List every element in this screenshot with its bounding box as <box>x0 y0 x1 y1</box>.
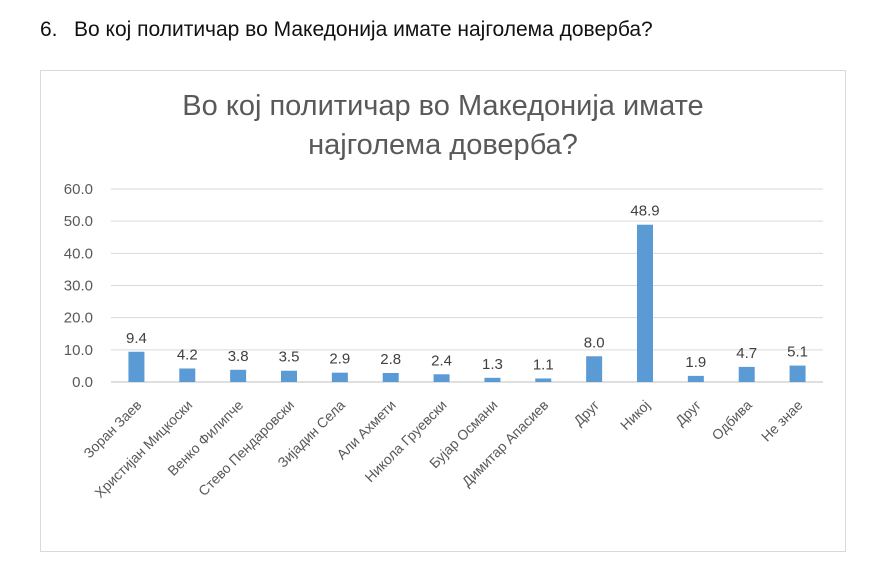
x-tick-label: Друг <box>672 397 704 429</box>
question-heading: 6. Во кој политичар во Македонија имате н… <box>40 18 653 42</box>
question-number: 6. <box>40 18 58 41</box>
bar <box>179 368 196 382</box>
bar <box>382 372 399 382</box>
data-label: 2.9 <box>329 351 350 368</box>
bar <box>637 224 653 382</box>
y-tick-label: 30.0 <box>64 278 93 295</box>
x-tick-label: Димитар Апасиев <box>459 397 552 490</box>
data-label: 1.3 <box>482 356 503 373</box>
y-tick-label: 10.0 <box>64 342 93 359</box>
y-tick-label: 60.0 <box>64 181 93 198</box>
data-label: 9.4 <box>126 330 147 347</box>
bar <box>586 356 603 382</box>
x-tick-label: Друг <box>570 397 602 429</box>
data-label: 3.5 <box>279 349 300 366</box>
chart-title-line-2: најголема доверба? <box>308 129 578 161</box>
x-tick-label: Стево Пендаровски <box>195 397 297 499</box>
bar <box>128 351 145 382</box>
bar <box>738 366 755 382</box>
data-label: 1.9 <box>685 354 706 371</box>
y-tick-label: 0.0 <box>72 374 93 391</box>
bar <box>433 374 450 382</box>
bar <box>789 365 806 382</box>
data-label: 4.2 <box>177 346 198 363</box>
data-label: 1.1 <box>533 356 554 373</box>
bar <box>484 377 501 382</box>
question-text: Во кој политичар во Македонија имате нај… <box>74 18 653 41</box>
x-tick-label: Христијан Мицкоски <box>91 397 195 501</box>
bar <box>230 369 247 382</box>
data-label: 8.0 <box>584 334 605 351</box>
data-label: 48.9 <box>630 203 659 220</box>
data-label: 5.1 <box>787 344 808 361</box>
data-label: 3.8 <box>228 348 249 365</box>
bar <box>331 372 348 382</box>
y-tick-label: 50.0 <box>64 213 93 230</box>
x-tick-label: Не знае <box>758 397 806 445</box>
y-tick-label: 20.0 <box>64 310 93 327</box>
chart-frame: Во кој политичар во Македонија имате нај… <box>40 70 846 552</box>
bar <box>687 375 704 382</box>
data-label: 2.8 <box>380 351 401 368</box>
data-label: 2.4 <box>431 352 452 369</box>
bar <box>535 378 552 382</box>
x-tick-label: Никој <box>617 397 653 433</box>
x-tick-label: Одбива <box>708 397 755 444</box>
y-tick-label: 40.0 <box>64 245 93 262</box>
bar <box>281 370 297 382</box>
chart-title-line-1: Во кој политичар во Македонија имате <box>182 90 704 122</box>
data-label: 4.7 <box>736 345 757 362</box>
